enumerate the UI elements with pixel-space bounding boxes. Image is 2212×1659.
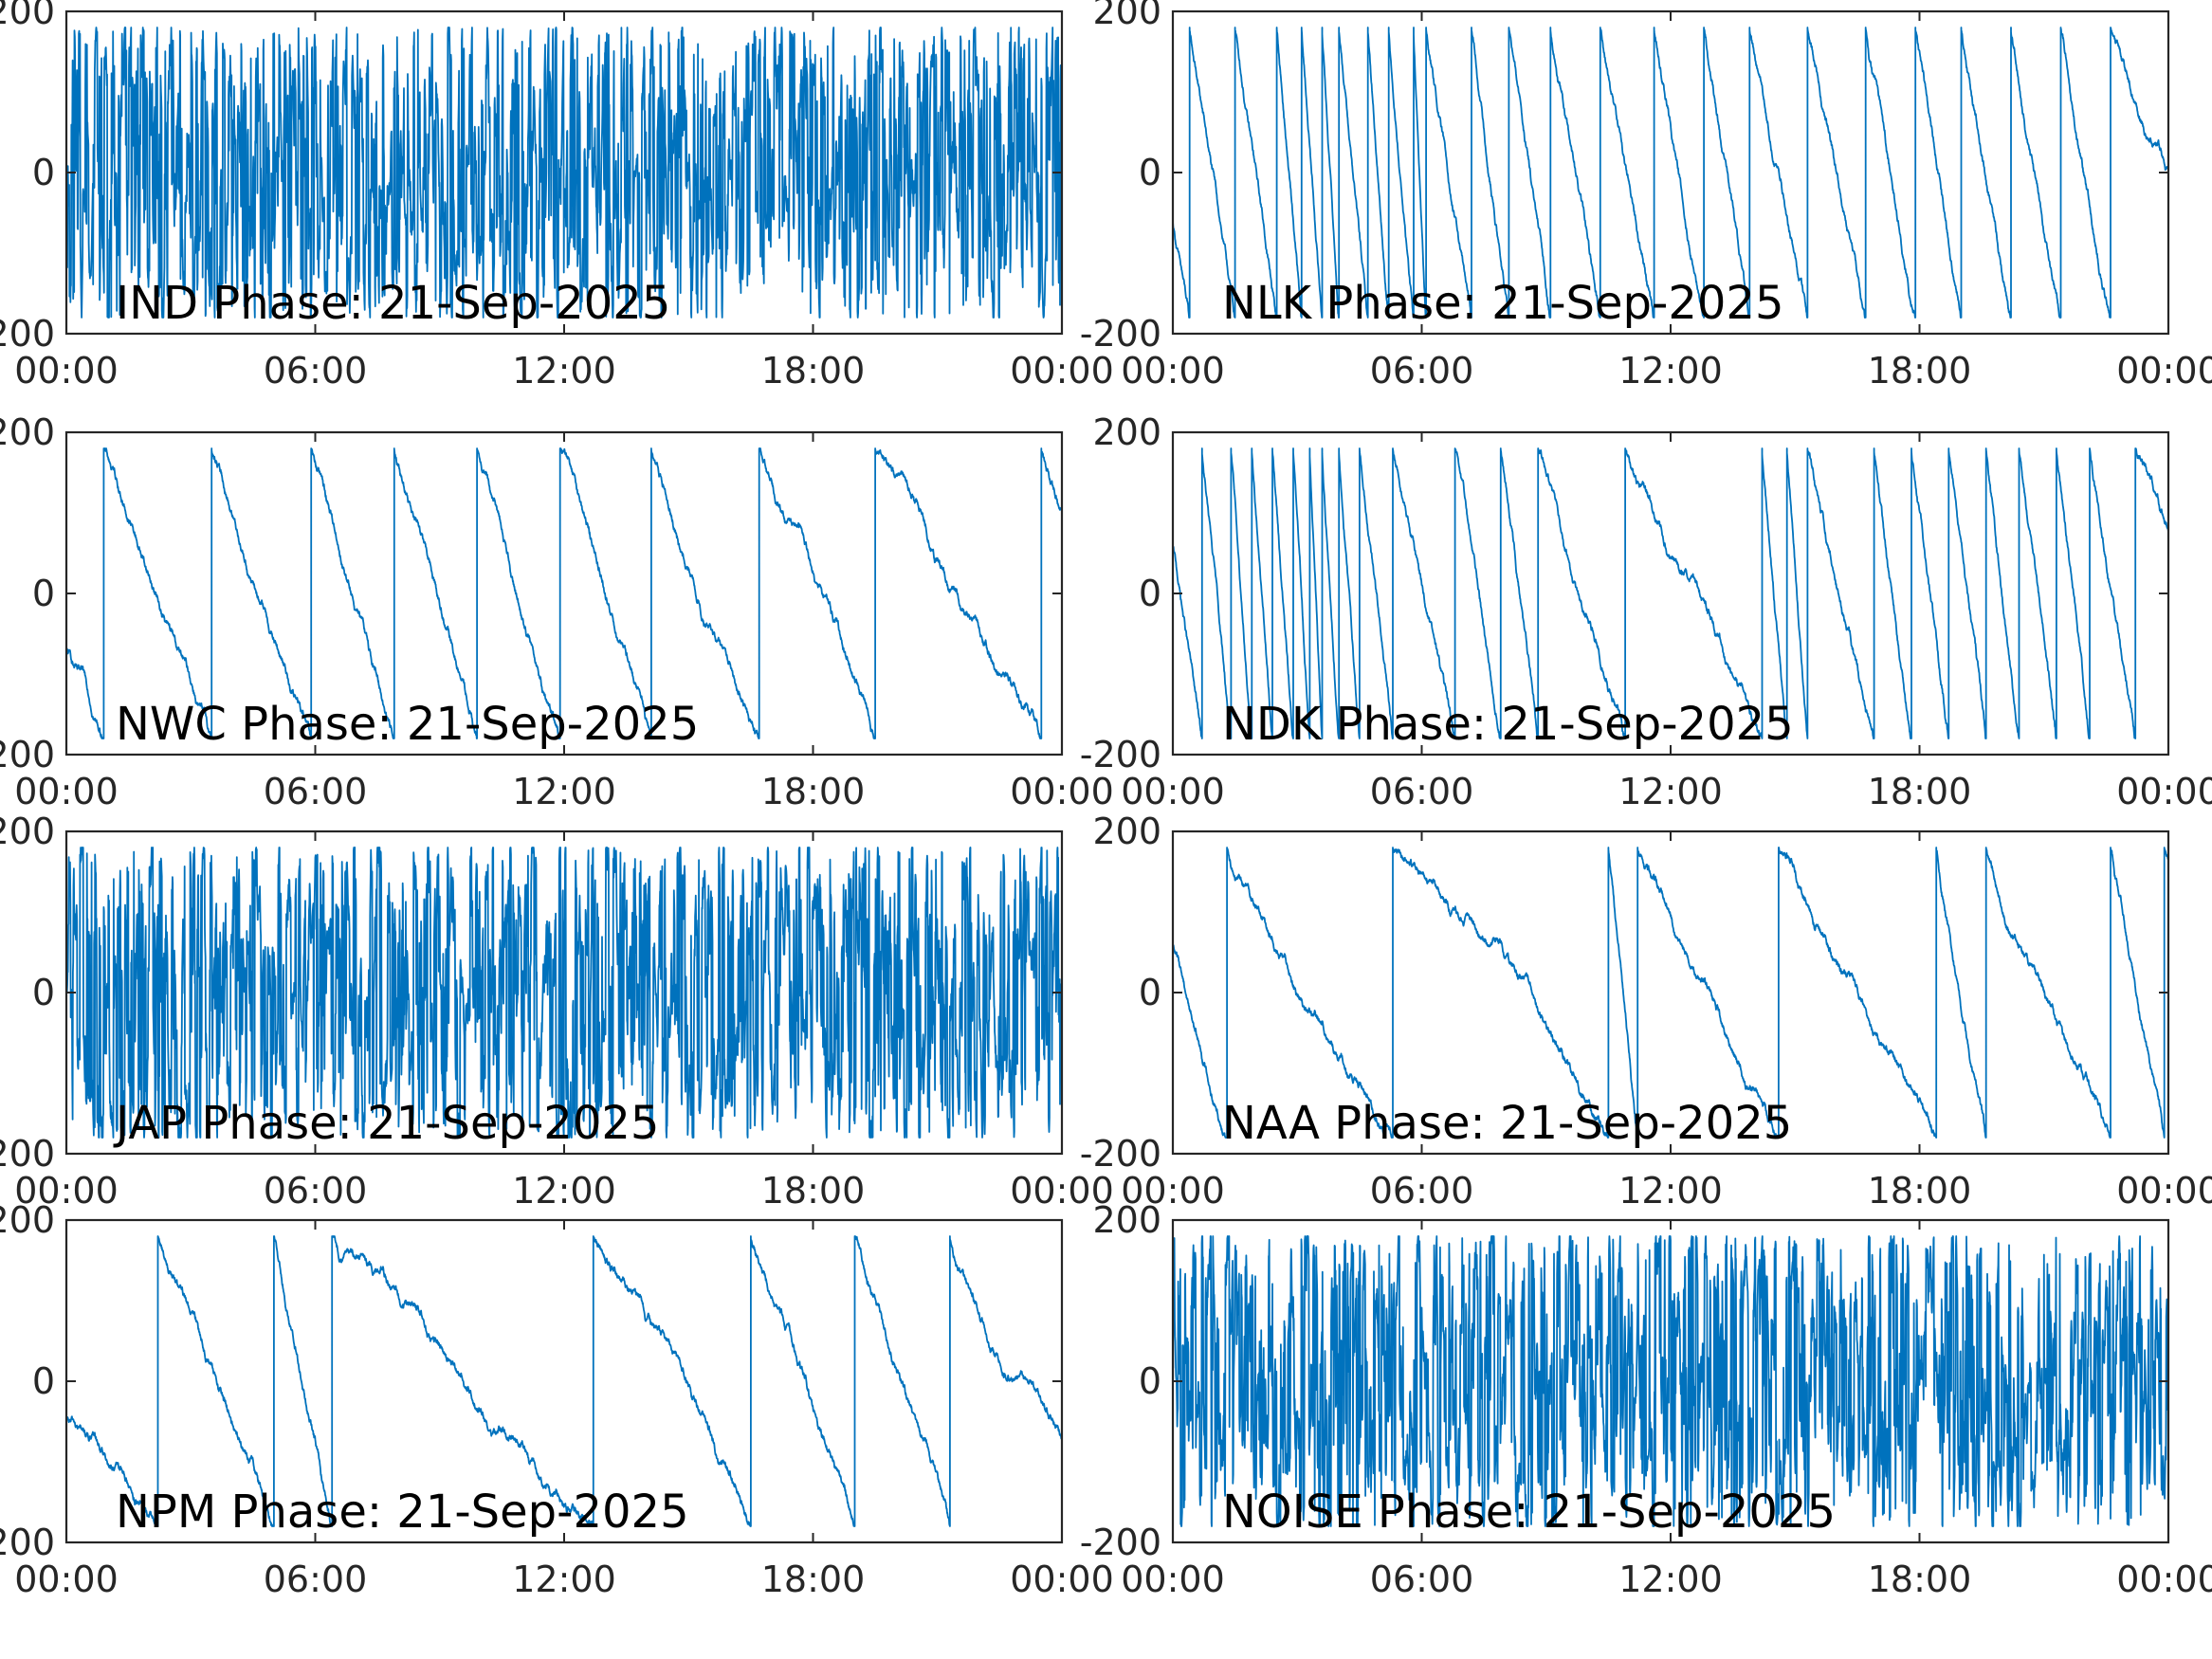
panel-label: NAA Phase: 21-Sep-2025 bbox=[1222, 1097, 1792, 1150]
y-tick-label: 200 bbox=[0, 1199, 55, 1241]
x-tick-label: 06:00 bbox=[264, 350, 368, 392]
phase-trace bbox=[66, 1235, 1062, 1527]
x-tick-label: 12:00 bbox=[1618, 350, 1723, 392]
x-tick-label: 06:00 bbox=[1370, 1559, 1474, 1600]
y-tick-label: 200 bbox=[1092, 0, 1161, 32]
x-tick-label: 00:00 bbox=[1121, 350, 1225, 392]
x-tick-label: 18:00 bbox=[761, 350, 866, 392]
y-tick-label: 200 bbox=[0, 0, 55, 32]
x-tick-label: 00:00 bbox=[2116, 350, 2212, 392]
x-tick-label: 00:00 bbox=[2116, 771, 2212, 812]
x-tick-label: 00:00 bbox=[1010, 1170, 1114, 1212]
y-tick-label: -200 bbox=[0, 1133, 55, 1175]
y-tick-label: -200 bbox=[1080, 313, 1161, 355]
x-tick-label: 06:00 bbox=[264, 1170, 368, 1212]
x-tick-label: 06:00 bbox=[1370, 1170, 1474, 1212]
y-tick-label: 0 bbox=[1139, 1360, 1161, 1402]
panel-label: NLK Phase: 21-Sep-2025 bbox=[1222, 277, 1783, 330]
x-tick-label: 12:00 bbox=[1618, 1170, 1723, 1212]
phase-trace bbox=[66, 447, 1062, 739]
y-tick-label: 0 bbox=[32, 152, 55, 193]
x-tick-label: 00:00 bbox=[1121, 1559, 1225, 1600]
x-tick-label: 00:00 bbox=[14, 1559, 119, 1600]
panel-label: IND Phase: 21-Sep-2025 bbox=[116, 277, 670, 330]
x-tick-label: 18:00 bbox=[1868, 1559, 1972, 1600]
x-tick-label: 00:00 bbox=[1010, 771, 1114, 812]
x-tick-label: 00:00 bbox=[1010, 350, 1114, 392]
x-tick-label: 06:00 bbox=[1370, 350, 1474, 392]
x-tick-label: 18:00 bbox=[761, 771, 866, 812]
y-tick-label: 0 bbox=[32, 972, 55, 1013]
x-tick-label: 12:00 bbox=[512, 771, 616, 812]
y-tick-label: 200 bbox=[1092, 411, 1161, 453]
x-tick-label: 06:00 bbox=[264, 1559, 368, 1600]
phase-trace bbox=[1173, 847, 2168, 1139]
y-tick-label: 200 bbox=[1092, 1199, 1161, 1241]
x-tick-label: 18:00 bbox=[1868, 771, 1972, 812]
y-tick-label: -200 bbox=[1080, 1133, 1161, 1175]
y-tick-label: 0 bbox=[1139, 152, 1161, 193]
x-tick-label: 12:00 bbox=[512, 350, 616, 392]
x-tick-label: 06:00 bbox=[264, 771, 368, 812]
x-tick-label: 00:00 bbox=[1121, 771, 1225, 812]
y-tick-label: -200 bbox=[1080, 1522, 1161, 1563]
x-tick-label: 18:00 bbox=[761, 1559, 866, 1600]
panel-label: JAP Phase: 21-Sep-2025 bbox=[113, 1097, 659, 1150]
phase-trace bbox=[66, 27, 1062, 319]
x-tick-label: 00:00 bbox=[1010, 1559, 1114, 1600]
x-tick-label: 12:00 bbox=[1618, 771, 1723, 812]
x-tick-label: 00:00 bbox=[14, 1170, 119, 1212]
y-tick-label: 200 bbox=[1092, 811, 1161, 852]
y-tick-label: -200 bbox=[0, 313, 55, 355]
panel-label: NWC Phase: 21-Sep-2025 bbox=[116, 698, 699, 751]
y-tick-label: 0 bbox=[32, 1360, 55, 1402]
x-tick-label: 00:00 bbox=[1121, 1170, 1225, 1212]
x-tick-label: 18:00 bbox=[761, 1170, 866, 1212]
x-tick-label: 00:00 bbox=[14, 771, 119, 812]
y-tick-label: 0 bbox=[1139, 972, 1161, 1013]
phase-trace bbox=[1173, 447, 2168, 739]
x-tick-label: 12:00 bbox=[512, 1170, 616, 1212]
x-tick-label: 18:00 bbox=[1868, 350, 1972, 392]
y-tick-label: -200 bbox=[0, 1522, 55, 1563]
y-tick-label: -200 bbox=[1080, 734, 1161, 775]
panel-label: NPM Phase: 21-Sep-2025 bbox=[116, 1486, 689, 1539]
x-tick-label: 18:00 bbox=[1868, 1170, 1972, 1212]
y-tick-label: 200 bbox=[0, 811, 55, 852]
x-tick-label: 12:00 bbox=[1618, 1559, 1723, 1600]
x-tick-label: 06:00 bbox=[1370, 771, 1474, 812]
phase-trace bbox=[66, 847, 1062, 1139]
x-tick-label: 00:00 bbox=[2116, 1170, 2212, 1212]
panel-label: NOISE Phase: 21-Sep-2025 bbox=[1222, 1486, 1836, 1539]
x-tick-label: 12:00 bbox=[512, 1559, 616, 1600]
y-tick-label: 0 bbox=[1139, 573, 1161, 614]
y-tick-label: 200 bbox=[0, 411, 55, 453]
x-tick-label: 00:00 bbox=[14, 350, 119, 392]
y-tick-label: 0 bbox=[32, 573, 55, 614]
phase-trace bbox=[1173, 27, 2168, 319]
x-tick-label: 00:00 bbox=[2116, 1559, 2212, 1600]
phase-trace bbox=[1173, 1235, 2168, 1527]
panel-label: NDK Phase: 21-Sep-2025 bbox=[1222, 698, 1794, 751]
y-tick-label: -200 bbox=[0, 734, 55, 775]
